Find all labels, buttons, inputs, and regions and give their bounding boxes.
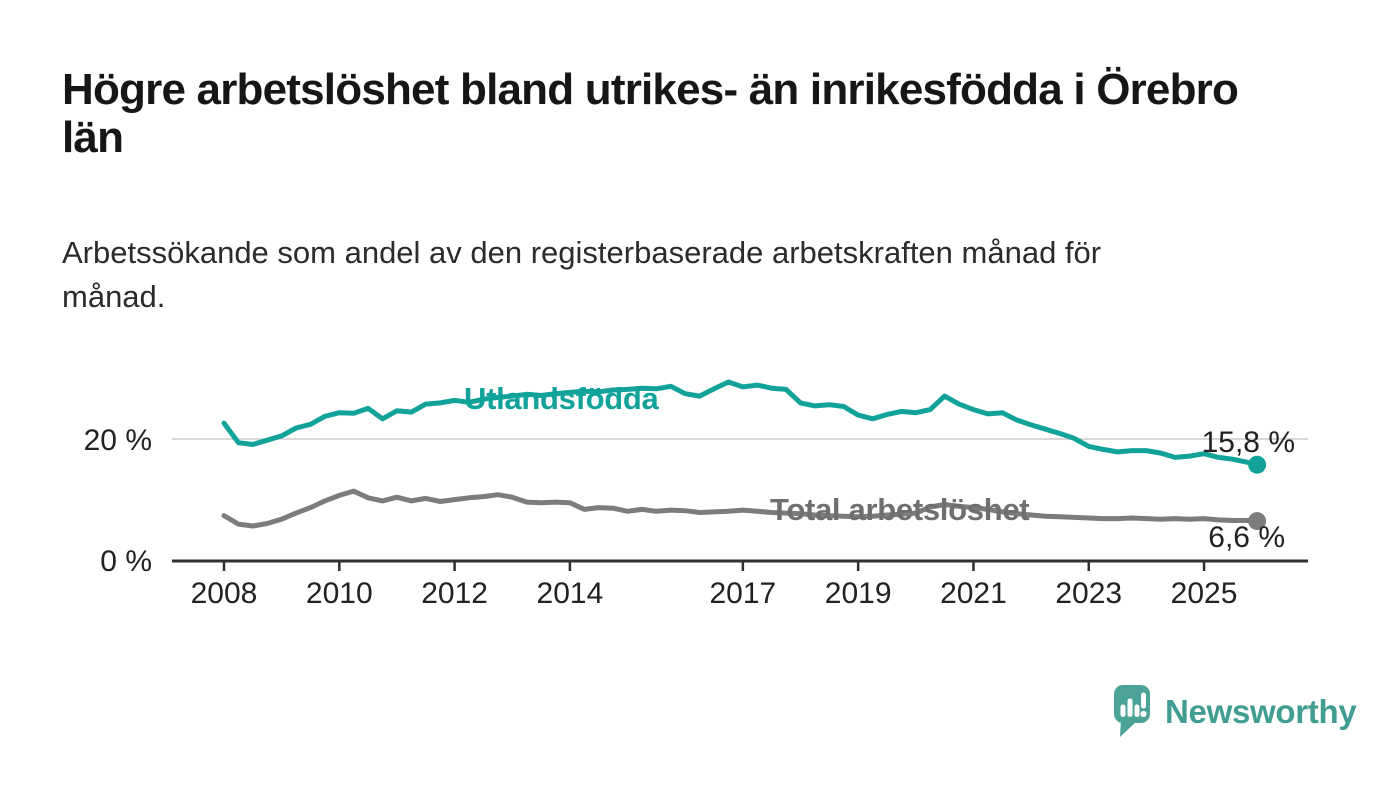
end-value-label-utlandsfodda: 15,8 % (1201, 426, 1295, 459)
line-utlandsfodda (221, 379, 1260, 468)
x-tick-label: 2023 (1055, 577, 1123, 610)
x-tick-label: 2025 (1170, 577, 1238, 610)
dot-total (1248, 512, 1267, 531)
newsworthy-logo-icon (1114, 685, 1150, 737)
x-tick-label: 2017 (709, 577, 777, 610)
x-tick-label: 2019 (824, 577, 892, 610)
x-axis-ticks (222, 562, 1206, 571)
dot-utlandsfodda (1248, 455, 1267, 474)
x-tick-label: 2014 (536, 577, 604, 610)
line-total (221, 488, 1260, 529)
x-tick-label: 2012 (421, 577, 488, 610)
branding-wordmark: Newsworthy (1165, 693, 1357, 730)
x-tick-label: 2010 (305, 577, 373, 610)
page-subtitle: Arbetssökande som andel av den registerb… (62, 235, 1102, 315)
y-tick-label-0: 0 % (100, 545, 152, 578)
branding: Newsworthy (1112, 683, 1357, 741)
series-label-total: Total arbetslöshet (770, 492, 1030, 527)
series-label-utlandsfodda: Utlandsfödda (464, 381, 659, 416)
x-tick-label: 2021 (940, 577, 1007, 610)
page-title: Högre arbetslöshet bland utrikes- än inr… (62, 65, 1239, 163)
y-tick-label-20: 20 % (83, 424, 152, 457)
end-value-label-total: 6,6 % (1208, 521, 1285, 554)
x-tick-label: 2008 (190, 577, 258, 610)
